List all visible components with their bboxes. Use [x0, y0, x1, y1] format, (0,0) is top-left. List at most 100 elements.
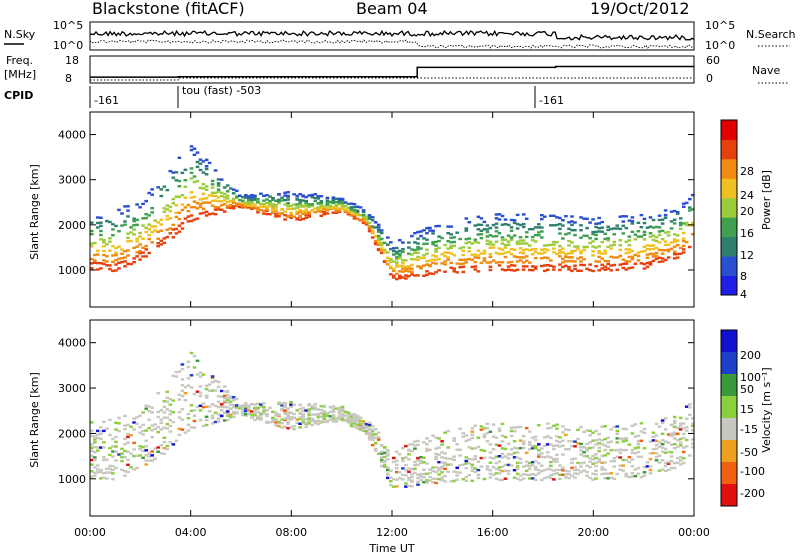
data-cell — [612, 425, 617, 429]
data-cell — [473, 256, 478, 259]
data-cell — [141, 217, 145, 220]
data-cell — [669, 459, 674, 463]
data-cell — [464, 217, 469, 220]
data-cell — [651, 435, 656, 438]
data-cell — [509, 426, 514, 430]
data-cell — [413, 241, 417, 244]
data-cell — [564, 469, 568, 473]
data-cell — [651, 238, 656, 242]
data-cell — [204, 394, 209, 397]
data-cell — [165, 408, 170, 411]
data-cell — [319, 214, 324, 217]
data-cell — [533, 265, 538, 269]
data-cell — [129, 231, 133, 234]
data-cell — [666, 433, 671, 436]
data-cell — [467, 257, 472, 261]
data-cell — [111, 228, 115, 231]
data-cell — [657, 214, 662, 217]
data-cell — [114, 246, 118, 250]
data-cell — [283, 405, 287, 409]
data-cell — [307, 411, 311, 415]
velocity-ylabel: Slant Range [km] — [28, 372, 41, 468]
data-cell — [165, 390, 170, 394]
data-cell — [669, 210, 674, 213]
data-cell — [552, 265, 556, 268]
data-cell — [555, 453, 559, 457]
data-cell — [494, 234, 499, 238]
data-cell — [506, 457, 511, 460]
data-cell — [660, 222, 665, 225]
data-cell — [183, 392, 188, 395]
data-cell — [389, 483, 393, 487]
data-cell — [645, 253, 650, 256]
data-cell — [543, 436, 547, 439]
data-cell — [636, 446, 641, 449]
data-cell — [395, 467, 399, 470]
data-cell — [666, 230, 671, 234]
data-cell — [431, 272, 435, 276]
data-cell — [675, 256, 680, 259]
data-cell — [488, 476, 493, 479]
data-cell — [633, 435, 638, 438]
data-cell — [358, 213, 363, 217]
data-cell — [669, 434, 674, 437]
data-cell — [570, 458, 574, 461]
data-cell — [691, 442, 695, 445]
data-cell — [262, 199, 266, 202]
data-cell — [225, 406, 230, 409]
data-cell — [96, 221, 100, 225]
data-cell — [192, 147, 197, 150]
data-cell — [93, 259, 97, 262]
data-cell — [379, 248, 384, 252]
data-cell — [624, 226, 629, 230]
data-cell — [174, 211, 179, 214]
data-cell — [123, 250, 127, 253]
data-cell — [464, 242, 469, 245]
data-cell — [271, 203, 275, 206]
data-cell — [201, 402, 206, 405]
data-cell — [552, 240, 556, 244]
data-cell — [630, 432, 635, 435]
data-cell — [168, 217, 173, 220]
data-cell — [395, 463, 399, 466]
data-cell — [283, 425, 287, 428]
data-cell — [630, 266, 635, 269]
data-cell — [96, 429, 100, 433]
data-cell — [286, 191, 290, 194]
data-cell — [537, 424, 541, 427]
data-cell — [488, 456, 493, 459]
data-cell — [527, 244, 532, 247]
data-cell — [307, 215, 311, 218]
data-cell — [603, 249, 607, 253]
data-cell — [382, 461, 387, 464]
data-cell — [382, 251, 387, 254]
data-cell — [177, 179, 182, 183]
data-cell — [404, 473, 408, 477]
data-cell — [509, 252, 514, 256]
data-cell — [204, 387, 209, 391]
data-cell — [419, 459, 423, 462]
data-cell — [289, 215, 293, 218]
data-cell — [555, 423, 559, 426]
data-cell — [304, 421, 308, 425]
data-cell — [183, 431, 188, 434]
data-cell — [564, 433, 568, 437]
data-cell — [210, 199, 215, 203]
data-cell — [633, 253, 638, 257]
data-cell — [280, 208, 284, 211]
data-cell — [319, 205, 324, 208]
data-cell — [231, 398, 236, 402]
data-cell — [159, 418, 164, 421]
data-cell — [681, 222, 686, 225]
data-cell — [515, 477, 520, 480]
data-cell — [304, 205, 308, 208]
data-cell — [286, 411, 290, 414]
data-cell — [174, 232, 179, 235]
data-cell — [678, 441, 683, 444]
data-cell — [663, 240, 668, 243]
data-cell — [111, 478, 115, 481]
noise-right-tick-high: 10^5 — [705, 19, 735, 32]
data-cell — [597, 442, 601, 445]
data-cell — [126, 249, 130, 252]
data-cell — [600, 257, 604, 260]
